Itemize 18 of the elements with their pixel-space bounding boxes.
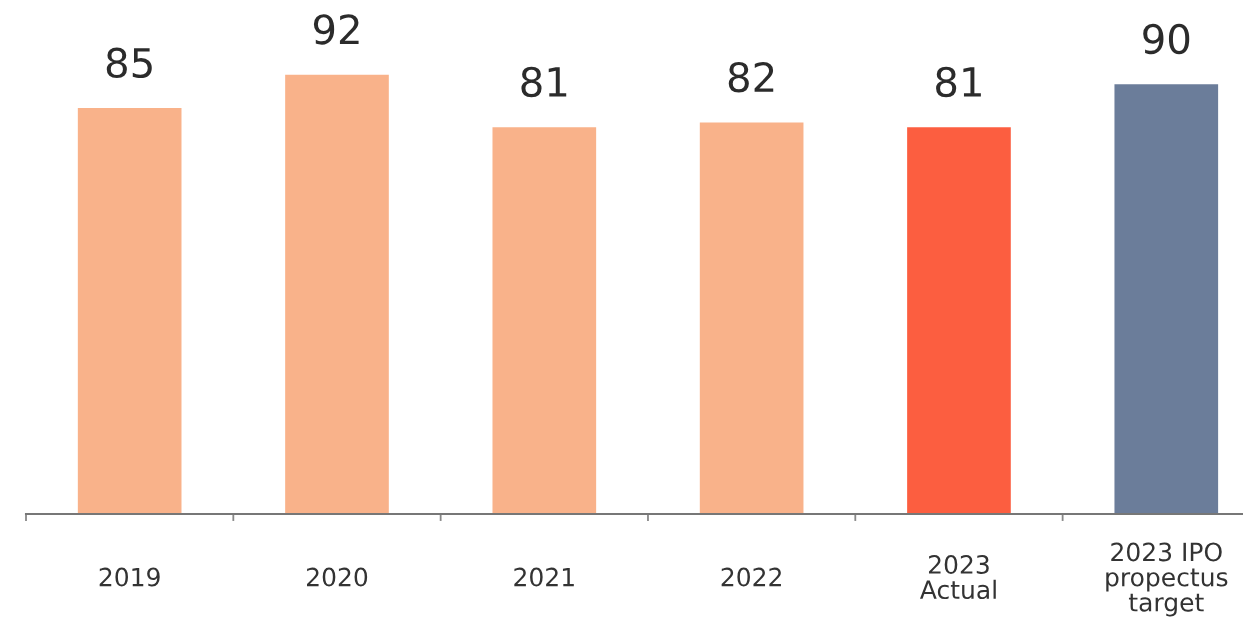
bar [699, 122, 804, 514]
bar [492, 127, 597, 514]
data-label: 81 [521, 66, 567, 98]
x-tick-label: 2022 [721, 567, 781, 587]
x-tick-label: 2023 IPO propectus target [1106, 542, 1228, 617]
data-label: 85 [106, 47, 152, 79]
bar [1114, 84, 1219, 514]
data-label: 82 [728, 61, 774, 93]
data-label: 92 [313, 14, 359, 45]
x-tick-label: 2019 [99, 567, 160, 587]
bar [907, 127, 1011, 514]
x-tick-label: 2021 [514, 567, 574, 587]
x-tick-label: 2020 [307, 567, 368, 587]
bar [77, 108, 182, 514]
bar [285, 74, 389, 514]
data-label: 90 [1143, 23, 1190, 55]
x-tick-label: 2023 Actual [920, 555, 996, 600]
data-label: 81 [936, 66, 981, 98]
